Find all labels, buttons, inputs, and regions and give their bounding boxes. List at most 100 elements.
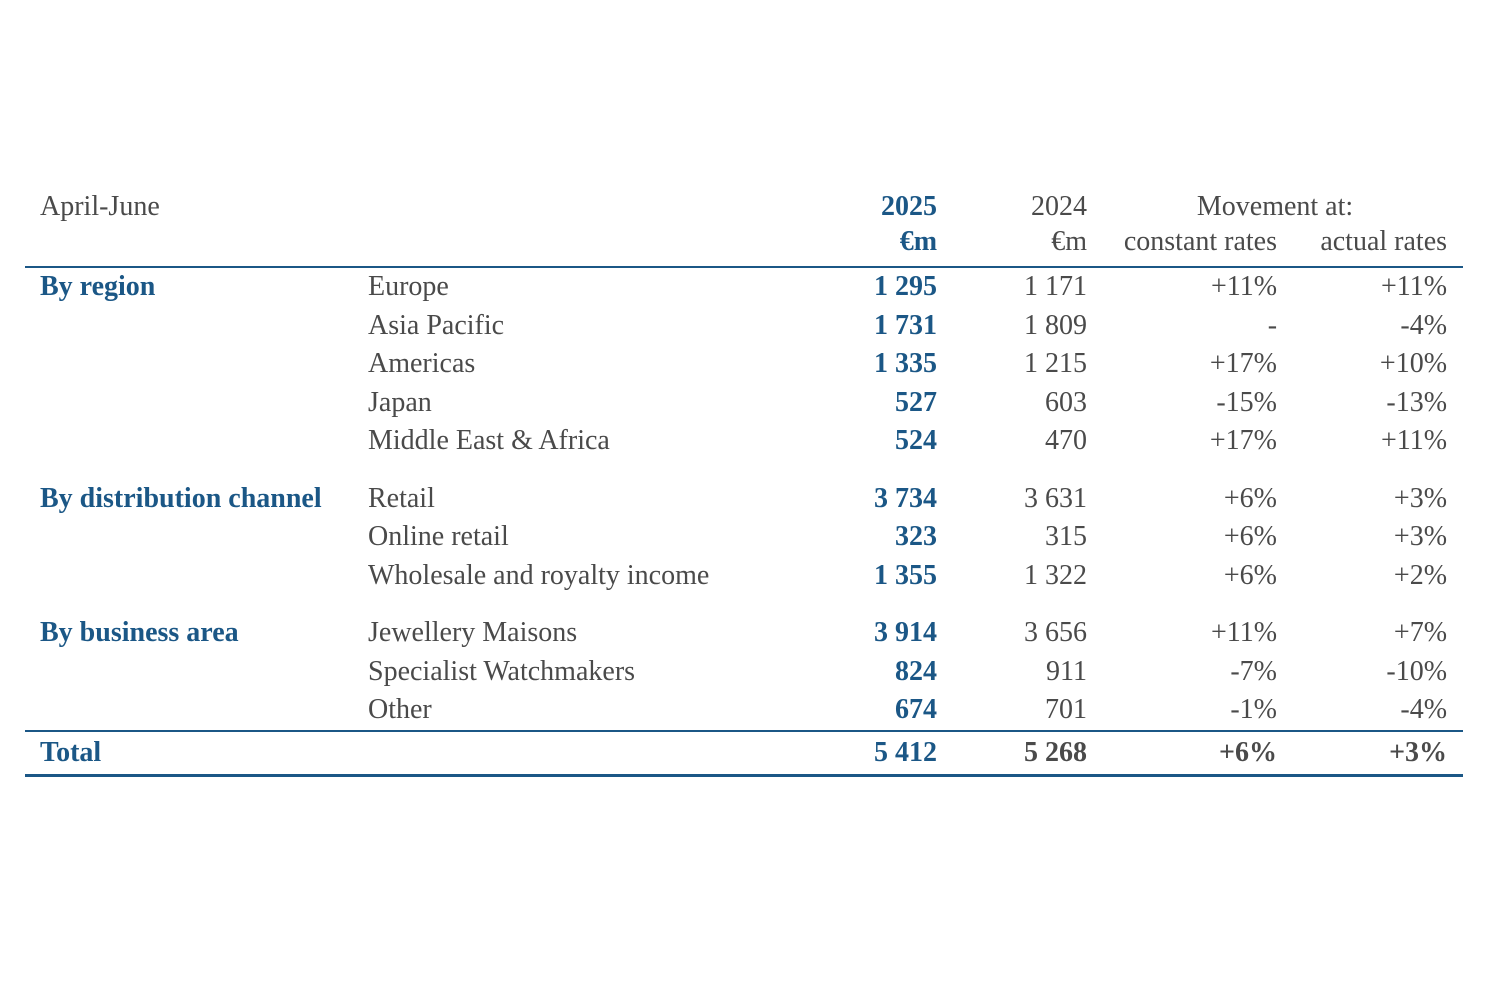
item-label: Americas bbox=[368, 348, 476, 379]
value-2024: 1 809 bbox=[1024, 309, 1088, 341]
item-label: Asia Pacific bbox=[368, 309, 505, 341]
value-2025: 3 734 bbox=[874, 482, 938, 514]
value-actual-rate: +11% bbox=[1380, 425, 1448, 456]
total-value-constant-rate: +6% bbox=[1087, 729, 1278, 777]
value-actual-rate: +2% bbox=[1393, 559, 1448, 591]
item-label: Other bbox=[368, 694, 432, 725]
section-label: By business area bbox=[40, 617, 239, 648]
value-2025: 824 bbox=[895, 655, 938, 687]
table-row: By region Europe 1 295 1 171 +11% +11% bbox=[25, 267, 1463, 307]
value-constant-rate: - bbox=[1267, 309, 1278, 341]
value-2024: 3 656 bbox=[1024, 617, 1088, 648]
sales-table-wrapper: April-June 2025 2024 Movement at: €m €m … bbox=[25, 188, 1464, 777]
value-2024: 911 bbox=[1046, 655, 1088, 687]
section-spacer-row bbox=[25, 595, 1463, 614]
item-label: Jewellery Maisons bbox=[368, 617, 578, 648]
value-2024: 1 322 bbox=[1024, 559, 1088, 591]
value-actual-rate: +10% bbox=[1379, 348, 1448, 379]
value-2025: 527 bbox=[895, 386, 938, 418]
value-actual-rate: -4% bbox=[1400, 309, 1448, 341]
section-spacer-row bbox=[25, 461, 1463, 480]
sales-table: April-June 2025 2024 Movement at: €m €m … bbox=[25, 188, 1464, 777]
value-actual-rate: +11% bbox=[1380, 271, 1448, 302]
value-2024: 470 bbox=[1045, 425, 1088, 456]
total-value-2024: 5 268 bbox=[937, 729, 1088, 777]
column-header-unit-prior: €m bbox=[937, 226, 1088, 268]
table-row: Asia Pacific 1 731 1 809 - -4% bbox=[25, 307, 1463, 346]
value-2024: 315 bbox=[1045, 521, 1088, 552]
column-header-year-prior: 2024 bbox=[1031, 191, 1088, 222]
value-constant-rate: +6% bbox=[1223, 482, 1278, 514]
header-spacer-cell bbox=[25, 226, 699, 268]
value-2025: 1 731 bbox=[874, 309, 938, 341]
table-row: Other 674 701 -1% -4% bbox=[25, 691, 1463, 731]
value-2025: 1 295 bbox=[874, 271, 938, 302]
value-2025: 524 bbox=[895, 425, 938, 456]
value-constant-rate: +17% bbox=[1209, 348, 1278, 379]
value-2025: 1 355 bbox=[874, 559, 938, 591]
value-constant-rate: +11% bbox=[1210, 271, 1278, 302]
section-label bbox=[25, 691, 368, 731]
value-constant-rate: -15% bbox=[1216, 386, 1278, 418]
section-label: By region bbox=[40, 271, 156, 302]
section-label bbox=[25, 384, 368, 423]
item-label: Online retail bbox=[368, 521, 509, 552]
column-header-unit-current: €m bbox=[698, 226, 938, 268]
column-header-constant-rates: constant rates bbox=[1087, 226, 1278, 268]
value-constant-rate: +6% bbox=[1223, 521, 1278, 552]
value-actual-rate: -13% bbox=[1386, 386, 1448, 418]
value-constant-rate: +17% bbox=[1209, 425, 1278, 456]
value-constant-rate: +6% bbox=[1223, 559, 1278, 591]
value-2025: 1 335 bbox=[874, 348, 938, 379]
total-empty-cell bbox=[368, 729, 699, 777]
value-2025: 3 914 bbox=[874, 617, 938, 648]
total-row: Total 5 412 5 268 +6% +3% bbox=[25, 729, 1464, 777]
item-label: Retail bbox=[368, 482, 435, 514]
value-2024: 701 bbox=[1045, 694, 1088, 725]
value-2025: 674 bbox=[895, 694, 938, 725]
column-header-actual-rates: actual rates bbox=[1277, 226, 1464, 268]
item-label: Specialist Watchmakers bbox=[368, 655, 636, 687]
column-header-movement: Movement at: bbox=[1196, 191, 1354, 222]
item-label: Middle East & Africa bbox=[368, 425, 610, 456]
section-label: By distribution channel bbox=[40, 482, 322, 514]
value-constant-rate: +11% bbox=[1210, 617, 1278, 648]
item-label: Japan bbox=[368, 386, 432, 418]
value-constant-rate: -7% bbox=[1230, 655, 1278, 687]
value-2024: 1 215 bbox=[1024, 348, 1088, 379]
section-label bbox=[25, 345, 368, 384]
value-2024: 603 bbox=[1045, 386, 1088, 418]
value-actual-rate: +7% bbox=[1393, 617, 1448, 648]
total-value-actual-rate: +3% bbox=[1277, 729, 1464, 777]
header-row-units: €m €m constant rates actual rates bbox=[25, 226, 1464, 268]
table-row: Middle East & Africa 524 470 +17% +11% bbox=[25, 422, 1463, 461]
table-row: By distribution channel Retail 3 734 3 631 +… bbox=[25, 480, 1463, 519]
value-2024: 1 171 bbox=[1024, 271, 1088, 302]
table-row: Wholesale and royalty income 1 355 1 322 +6… bbox=[25, 557, 1463, 596]
column-header-year-current: 2025 bbox=[881, 191, 938, 222]
section-label bbox=[25, 653, 368, 692]
section-label bbox=[25, 307, 368, 346]
section-spacer bbox=[25, 461, 1463, 480]
value-actual-rate: -10% bbox=[1386, 655, 1448, 687]
total-value-2025: 5 412 bbox=[698, 729, 938, 777]
value-actual-rate: +3% bbox=[1393, 521, 1448, 552]
table-row: Online retail 323 315 +6% +3% bbox=[25, 518, 1463, 557]
section-label bbox=[25, 518, 368, 557]
value-2024: 3 631 bbox=[1024, 482, 1088, 514]
item-label: Europe bbox=[368, 271, 449, 302]
section-label bbox=[25, 557, 368, 596]
total-label: Total bbox=[25, 729, 368, 777]
table-row: Americas 1 335 1 215 +17% +10% bbox=[25, 345, 1463, 384]
value-constant-rate: -1% bbox=[1230, 694, 1278, 725]
table-row: Japan 527 603 -15% -13% bbox=[25, 384, 1463, 423]
value-actual-rate: -4% bbox=[1400, 694, 1448, 725]
value-2025: 323 bbox=[895, 521, 938, 552]
section-label bbox=[25, 422, 368, 461]
value-actual-rate: +3% bbox=[1393, 482, 1448, 514]
header-row-years: April-June 2025 2024 Movement at: bbox=[25, 188, 1463, 226]
table-row: Specialist Watchmakers 824 911 -7% -10% bbox=[25, 653, 1463, 692]
period-label: April-June bbox=[40, 191, 160, 222]
table-row: By business area Jewellery Maisons 3 914 3 … bbox=[25, 614, 1463, 653]
